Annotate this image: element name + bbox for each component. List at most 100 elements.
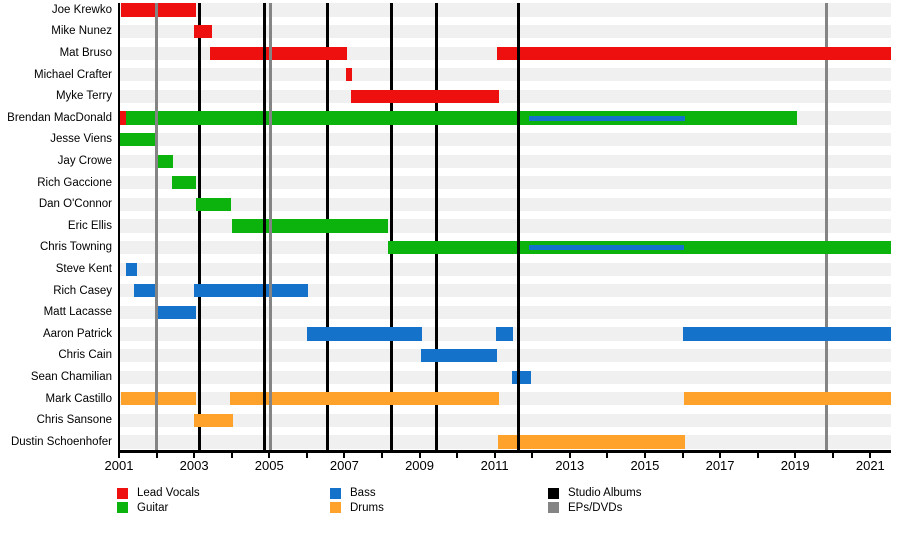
axis-tick-label: 2009 bbox=[405, 457, 434, 473]
row-stripe bbox=[119, 197, 891, 212]
tenure-bar bbox=[209, 46, 348, 60]
member-label: Sean Chamilian bbox=[30, 371, 112, 383]
member-label: Mark Castillo bbox=[45, 392, 112, 405]
axis-tick bbox=[305, 452, 308, 458]
axis-tick-label: 2003 bbox=[179, 457, 209, 473]
axis-tick bbox=[531, 452, 534, 458]
tenure-bar bbox=[120, 392, 196, 406]
row-stripe bbox=[119, 68, 891, 82]
tenure-bar bbox=[120, 3, 196, 17]
member-label: Eric Ellis bbox=[67, 219, 112, 232]
legend-swatch-guitar bbox=[117, 502, 128, 513]
tenure-bar bbox=[119, 111, 798, 125]
tenure-bar bbox=[350, 89, 499, 104]
axis-tick bbox=[756, 452, 759, 458]
tenure-bar bbox=[496, 46, 891, 60]
axis-tick-label: 2011 bbox=[480, 457, 509, 473]
axis-tick bbox=[643, 452, 646, 458]
legend-item-album-line: Studio Albums bbox=[548, 487, 642, 499]
member-label: Jesse Viens bbox=[50, 133, 112, 146]
tenure-bar bbox=[194, 284, 309, 298]
member-label: Rich Casey bbox=[53, 284, 112, 297]
tenure-bar bbox=[495, 327, 513, 341]
row-stripe bbox=[119, 176, 891, 190]
axis-tick bbox=[343, 452, 346, 458]
legend-swatch-ep-line bbox=[548, 502, 559, 513]
axis-tick bbox=[118, 452, 120, 458]
axis-tick bbox=[418, 452, 421, 458]
tenure-bar bbox=[512, 370, 532, 384]
axis-tick-label: 2001 bbox=[104, 457, 134, 473]
album-release-line bbox=[197, 3, 201, 450]
album-release-line bbox=[389, 3, 393, 450]
axis-tick-label: 2015 bbox=[630, 457, 660, 473]
legend-item-drums: Drums bbox=[330, 502, 384, 514]
legend-item-ep-line: EPs/DVDs bbox=[548, 502, 622, 514]
axis-tick-label: 2013 bbox=[555, 457, 585, 473]
member-label: Brendan MacDonald bbox=[7, 111, 112, 124]
axis-tick-label: 2021 bbox=[855, 457, 885, 473]
member-label: Dan O'Connor bbox=[38, 198, 112, 211]
axis-tick bbox=[268, 452, 271, 458]
tenure-bar bbox=[497, 435, 685, 449]
tenure-bar bbox=[196, 197, 231, 212]
tenure-bar bbox=[307, 327, 422, 341]
legend-label: Lead Vocals bbox=[137, 487, 200, 499]
row-stripe bbox=[119, 348, 891, 363]
row-stripe bbox=[119, 132, 891, 147]
ep-dvd-release-line bbox=[825, 3, 829, 450]
tenure-bar bbox=[194, 24, 212, 39]
tenure-bar bbox=[345, 68, 353, 82]
legend-swatch-lead-vocals bbox=[117, 487, 128, 499]
tenure-bar bbox=[119, 132, 157, 147]
axis-tick-label: 2017 bbox=[705, 457, 735, 473]
row-stripe bbox=[119, 413, 891, 428]
tenure-bar bbox=[171, 176, 196, 190]
member-label: Chris Cain bbox=[58, 349, 112, 362]
legend-swatch-drums bbox=[330, 502, 341, 513]
tenure-bar bbox=[229, 392, 499, 406]
axis-tick bbox=[831, 452, 834, 458]
legend-label: Drums bbox=[350, 501, 384, 514]
row-stripe bbox=[119, 3, 891, 17]
axis-tick-label: 2005 bbox=[254, 457, 284, 473]
axis-tick bbox=[456, 452, 459, 458]
member-label: Myke Terry bbox=[55, 90, 112, 103]
legend-swatch-album-line bbox=[548, 487, 559, 499]
bass-overlay-line bbox=[529, 245, 684, 251]
tenure-bar bbox=[421, 348, 497, 363]
legend-label: Bass bbox=[350, 487, 376, 499]
legend-swatch-bass bbox=[330, 487, 341, 499]
tenure-bar bbox=[119, 111, 126, 125]
legend-label: Guitar bbox=[137, 501, 169, 514]
album-release-line bbox=[435, 3, 439, 450]
row-stripe bbox=[119, 154, 891, 168]
y-axis-line bbox=[118, 3, 120, 450]
ep-dvd-release-line bbox=[155, 3, 159, 450]
legend-item-bass: Bass bbox=[330, 487, 376, 499]
album-release-line bbox=[517, 3, 521, 450]
member-label: Michael Crafter bbox=[34, 68, 112, 81]
row-stripe bbox=[119, 305, 891, 320]
axis-tick-label: 2007 bbox=[329, 457, 359, 473]
x-axis-line bbox=[117, 449, 891, 453]
member-label: Mat Bruso bbox=[59, 47, 112, 59]
member-label: Aaron Patrick bbox=[42, 327, 112, 340]
axis-tick bbox=[230, 452, 233, 458]
axis-tick bbox=[719, 452, 722, 458]
tenure-bar bbox=[134, 284, 158, 298]
axis-tick bbox=[193, 452, 196, 458]
tenure-bar bbox=[232, 219, 389, 233]
axis-tick bbox=[568, 452, 571, 458]
tenure-bar bbox=[684, 392, 891, 406]
member-label: Matt Lacasse bbox=[43, 306, 112, 319]
member-label: Jay Crowe bbox=[57, 155, 112, 167]
album-release-line bbox=[262, 3, 266, 450]
tenure-bar bbox=[683, 327, 891, 341]
row-stripe bbox=[119, 370, 891, 384]
axis-tick bbox=[493, 452, 496, 458]
axis-tick bbox=[681, 452, 684, 458]
axis-tick bbox=[869, 452, 872, 458]
member-label: Rich Gaccione bbox=[37, 176, 112, 189]
